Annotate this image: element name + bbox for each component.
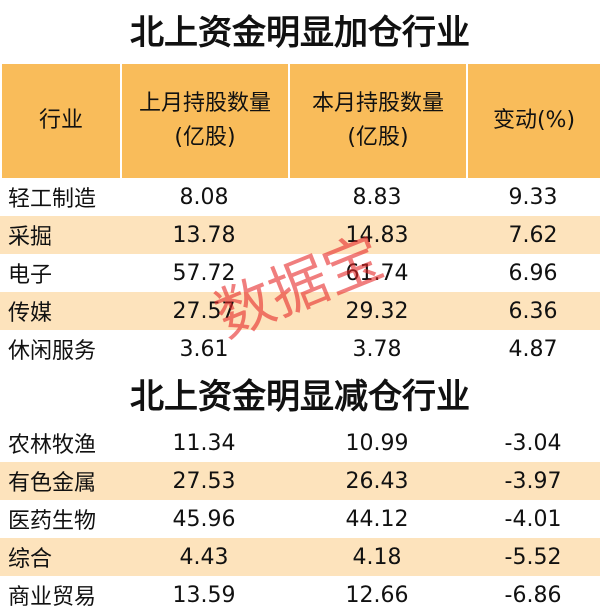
table-cell: -3.04 <box>466 424 600 462</box>
table-cell: 11.34 <box>120 424 288 462</box>
table-cell: 6.96 <box>466 254 600 292</box>
table-cell: 12.66 <box>288 576 466 614</box>
table-cell: 45.96 <box>120 500 288 538</box>
table-cell: 14.83 <box>288 216 466 254</box>
table-cell: 26.43 <box>288 462 466 500</box>
table-cell: 13.78 <box>120 216 288 254</box>
table-cell: 休闲服务 <box>0 330 120 368</box>
table-cell: 4.43 <box>120 538 288 576</box>
table-cell: 商业贸易 <box>0 576 120 614</box>
table-cell: 医药生物 <box>0 500 120 538</box>
table-cell: 综合 <box>0 538 120 576</box>
table-cell: 7.62 <box>466 216 600 254</box>
table-cell: 27.57 <box>120 292 288 330</box>
table-cell: 4.87 <box>466 330 600 368</box>
table-cell: 61.74 <box>288 254 466 292</box>
table-cell: 4.18 <box>288 538 466 576</box>
table-cell: 采掘 <box>0 216 120 254</box>
table-cell: -6.86 <box>466 576 600 614</box>
table-cell: 轻工制造 <box>0 178 120 216</box>
table-cell: 3.61 <box>120 330 288 368</box>
table-cell: -3.97 <box>466 462 600 500</box>
table-cell: 电子 <box>0 254 120 292</box>
table-cell: -5.52 <box>466 538 600 576</box>
table-cell: 8.83 <box>288 178 466 216</box>
table-cell: 农林牧渔 <box>0 424 120 462</box>
table-cell: 57.72 <box>120 254 288 292</box>
table-cell: 有色金属 <box>0 462 120 500</box>
header-cell: 上月持股数量 (亿股) <box>120 64 288 178</box>
table-cell: 传媒 <box>0 292 120 330</box>
table-cell: 44.12 <box>288 500 466 538</box>
table-cell: 13.59 <box>120 576 288 614</box>
table-cell: 8.08 <box>120 178 288 216</box>
table-cell: 3.78 <box>288 330 466 368</box>
table-cell: 29.32 <box>288 292 466 330</box>
header-cell: 行业 <box>0 64 120 178</box>
title: 北上资金明显加仓行业 <box>130 13 470 53</box>
header-cell: 本月持股数量 (亿股) <box>288 64 466 178</box>
header-cell: 变动(%) <box>466 64 600 178</box>
title: 北上资金明显减仓行业 <box>130 377 470 417</box>
table-cell: 9.33 <box>466 178 600 216</box>
table-cell: 6.36 <box>466 292 600 330</box>
table-cell: 27.53 <box>120 462 288 500</box>
table-cell: 10.99 <box>288 424 466 462</box>
table-cell: -4.01 <box>466 500 600 538</box>
